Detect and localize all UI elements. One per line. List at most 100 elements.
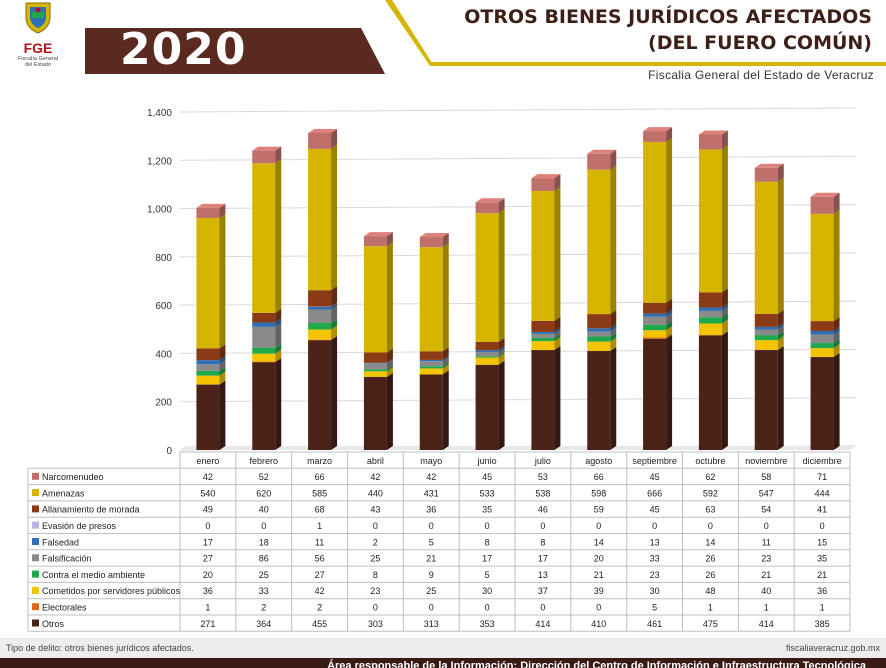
- bar-segment-side: [442, 355, 449, 362]
- bar-segment-side: [275, 349, 282, 362]
- data-label: 23: [370, 586, 380, 596]
- bar-top-face: [531, 174, 561, 179]
- data-label: 35: [482, 505, 492, 515]
- bar-segment-side: [219, 360, 226, 371]
- data-label: 37: [538, 586, 548, 596]
- bar-segment-side: [666, 309, 673, 317]
- bar-top-face: [643, 127, 673, 132]
- bar-segment-side: [833, 330, 840, 344]
- data-label: 0: [540, 603, 545, 613]
- bar-segment-side: [219, 203, 226, 218]
- bar-segment-side: [386, 359, 393, 370]
- bar-segment: [587, 153, 611, 170]
- website-link[interactable]: fiscaliaveracruz.gob.mx: [785, 643, 880, 653]
- bar-segment-side: [331, 302, 338, 310]
- bar-segment-side: [833, 192, 840, 214]
- bar-segment: [363, 363, 387, 370]
- bar-segment: [363, 352, 387, 363]
- data-label: 40: [761, 586, 771, 596]
- bar-segment: [419, 361, 443, 367]
- y-tick-label: 1,200: [147, 156, 172, 167]
- data-label: 21: [594, 570, 604, 580]
- data-label: 0: [708, 521, 713, 531]
- bar-segment: [475, 341, 499, 351]
- data-label: 42: [426, 472, 436, 482]
- bar-segment-side: [498, 353, 505, 365]
- bar-segment-side: [498, 352, 505, 358]
- bar-segment-side: [777, 346, 784, 450]
- data-label: 42: [203, 472, 213, 482]
- data-label: 33: [259, 586, 269, 596]
- data-label: 461: [647, 619, 662, 629]
- bar-segment-side: [833, 339, 840, 349]
- data-label: 353: [480, 619, 495, 629]
- bar-segment: [308, 340, 332, 450]
- fge-logo: FGE Fiscalía General del Estado: [8, 0, 68, 70]
- bar-segment-side: [219, 344, 226, 361]
- bar-segment: [698, 310, 722, 318]
- data-label: 0: [373, 521, 378, 531]
- bar-segment-side: [833, 353, 840, 450]
- bar-segment-side: [554, 337, 561, 351]
- bar-segment: [252, 322, 276, 327]
- bar-segment-side: [386, 365, 393, 372]
- bar-segment-side: [554, 329, 561, 338]
- bar-segment: [587, 351, 611, 450]
- bar-top-face: [363, 232, 393, 237]
- x-tick-label: junio: [477, 456, 497, 466]
- bar-segment-side: [331, 325, 338, 340]
- bar-segment-side: [554, 186, 561, 321]
- legend-swatch: [32, 521, 39, 529]
- data-label: 313: [424, 619, 439, 629]
- legend-swatch: [32, 538, 39, 545]
- bar-segment-side: [442, 370, 449, 450]
- bar-segment: [643, 324, 667, 331]
- bar-segment: [810, 334, 834, 344]
- bar-segment-side: [331, 129, 338, 149]
- bar-segment-side: [777, 163, 784, 182]
- bar-segment-side: [554, 327, 561, 334]
- bar-segment: [698, 323, 722, 336]
- bar-segment: [754, 329, 778, 336]
- data-label: 475: [703, 619, 718, 629]
- bar-segment: [252, 326, 276, 348]
- data-label: 25: [426, 586, 436, 596]
- bar-segment-side: [554, 316, 561, 332]
- data-label: 20: [203, 570, 213, 580]
- bar-segment-side: [777, 177, 784, 314]
- bar-segment-side: [833, 317, 840, 331]
- data-label: 0: [485, 603, 490, 613]
- bar-segment: [308, 306, 332, 310]
- data-label: 45: [650, 472, 660, 482]
- bar-segment: [754, 340, 778, 350]
- bar-segment-side: [721, 130, 728, 150]
- data-label: 23: [761, 554, 771, 564]
- x-tick-label: mayo: [420, 456, 442, 466]
- bar-segment-side: [721, 145, 728, 293]
- data-label: 20: [594, 554, 604, 564]
- data-label: 444: [815, 488, 830, 498]
- bar-segment: [196, 217, 220, 349]
- data-label: 21: [761, 570, 771, 580]
- x-tick-label: abril: [367, 456, 384, 466]
- bar-segment: [308, 290, 332, 307]
- bar-segment: [419, 247, 443, 352]
- bar-segment-side: [721, 306, 728, 318]
- year-band: [85, 28, 385, 74]
- bar-segment: [754, 350, 778, 450]
- data-label: 2: [261, 603, 266, 613]
- bar-segment: [587, 331, 611, 337]
- bar-segment-side: [442, 357, 449, 367]
- data-label: 48: [705, 586, 715, 596]
- data-label: 25: [370, 554, 380, 564]
- data-label: 25: [259, 570, 269, 580]
- bar-top-face: [252, 146, 282, 151]
- bar-segment-side: [610, 327, 617, 337]
- bar-segment: [810, 213, 834, 322]
- data-label: 17: [538, 554, 548, 564]
- bar-segment-side: [442, 362, 449, 369]
- bar-segment-side: [386, 232, 393, 247]
- bar-segment-side: [275, 146, 282, 164]
- data-label: 86: [259, 554, 269, 564]
